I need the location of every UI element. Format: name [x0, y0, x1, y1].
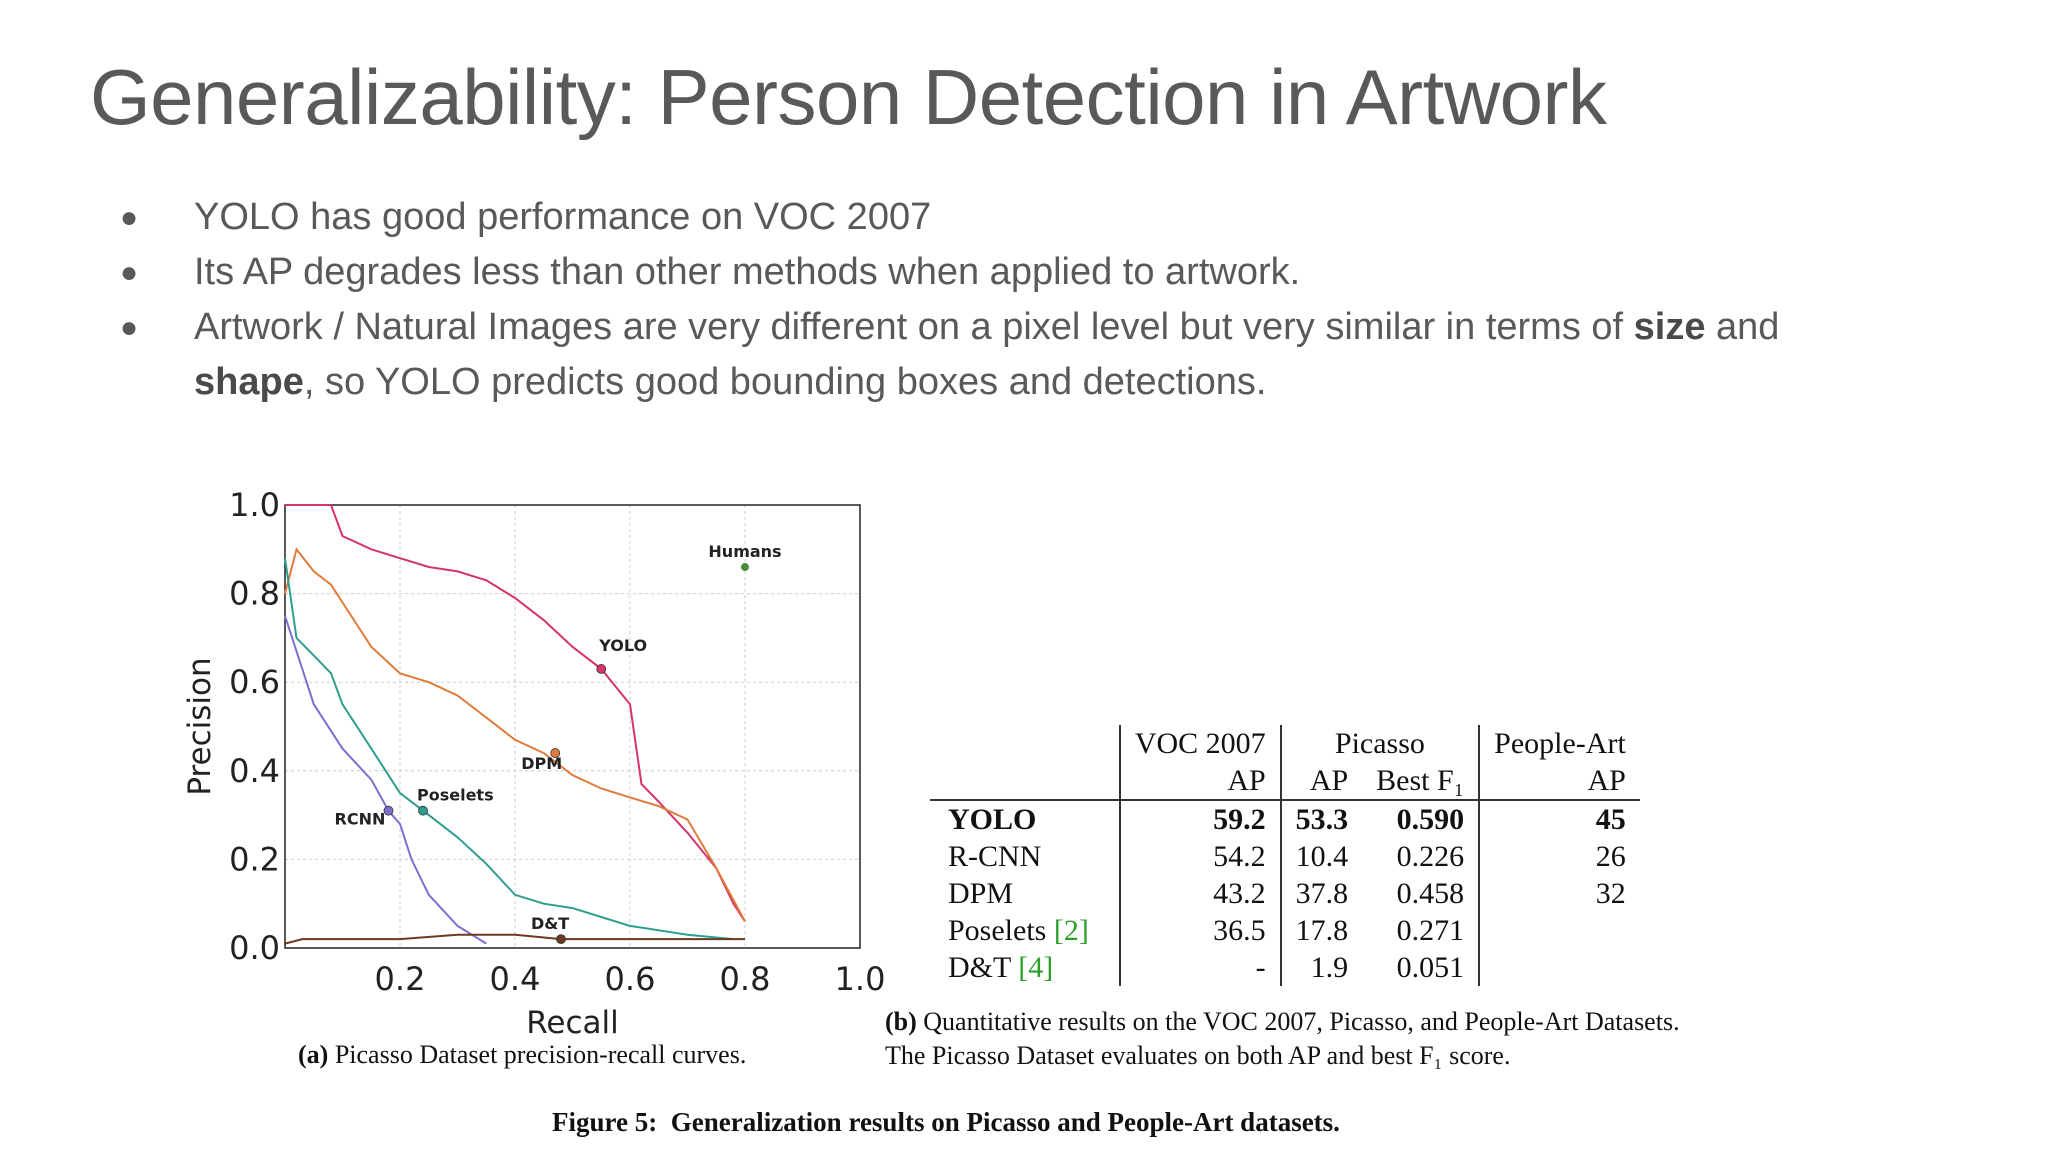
table-cell-method: DPM: [948, 877, 1014, 910]
table-row: Poselets [2] 36.5 17.8 0.271: [930, 912, 1640, 949]
caption-a: (a) Picasso Dataset precision-recall cur…: [298, 1040, 746, 1070]
bullet-text: YOLO has good performance on VOC 2007: [194, 196, 932, 238]
table-sub-header-row: AP AP Best F₁ AP: [930, 762, 1640, 801]
table-row: R-CNN 54.2 10.4 0.226 26: [930, 838, 1640, 875]
table-header-people-ap: AP: [1478, 762, 1640, 801]
bullet-text: Artwork / Natural Images are very differ…: [194, 306, 1634, 348]
table-cell: 10.4: [1279, 838, 1363, 875]
table-cell-method: YOLO: [948, 803, 1037, 836]
table-group-header-row: VOC 2007 Picasso People-Art: [930, 725, 1640, 762]
table-cell: 59.2: [1118, 800, 1281, 838]
citation-link[interactable]: [4]: [1018, 951, 1054, 984]
slide-title: Generalizability: Person Detection in Ar…: [90, 53, 1607, 141]
bullet-text: Its AP degrades less than other methods …: [194, 251, 1301, 293]
figure-label: Figure 5:: [552, 1107, 658, 1137]
table-header-picasso-ap: AP: [1279, 762, 1363, 801]
x-axis-label: Recall: [526, 1005, 619, 1041]
series-line: [285, 504, 746, 922]
table-cell: 26: [1478, 838, 1640, 875]
series-label: DPM: [521, 754, 562, 773]
table-cell: 45: [1478, 800, 1640, 838]
y-tick-label: 0.4: [229, 752, 280, 790]
series-label: YOLO: [598, 636, 647, 655]
table-cell: 0.590: [1396, 803, 1465, 836]
bullet-item: Artwork / Natural Images are very differ…: [110, 300, 1910, 410]
table-header-voc-ap: AP: [1118, 762, 1281, 801]
figure-caption: Figure 5: Generalization results on Pica…: [552, 1107, 1340, 1138]
table-row: YOLO 59.2 53.3 0.590 45: [930, 800, 1640, 838]
humans-label: Humans: [708, 542, 781, 561]
table-cell: [1478, 949, 1640, 986]
bullet-list: YOLO has good performance on VOC 2007 It…: [110, 190, 1910, 410]
figure-caption-text: Generalization results on Picasso and Pe…: [670, 1107, 1340, 1137]
x-tick-label: 0.2: [375, 960, 426, 998]
caption-b: (b) Quantitative results on the VOC 2007…: [885, 1005, 1680, 1073]
bold-term-size: size: [1633, 306, 1706, 348]
y-tick-label: 0.6: [229, 663, 280, 701]
table-header-picasso: Picasso: [1279, 725, 1480, 762]
series-line: [284, 558, 734, 941]
citation-link[interactable]: [2]: [1053, 914, 1089, 947]
bullet-text: and: [1705, 306, 1780, 348]
series-marker: [596, 664, 607, 674]
bullet-item: YOLO has good performance on VOC 2007: [110, 190, 1910, 245]
caption-b-line1: Quantitative results on the VOC 2007, Pi…: [923, 1007, 1680, 1036]
table-cell: 17.8: [1279, 912, 1363, 949]
table-cell: 0.226: [1396, 840, 1465, 873]
series-label: Poselets: [417, 786, 494, 805]
y-tick-label: 0.0: [229, 929, 280, 967]
y-tick-label: 1.0: [229, 486, 280, 524]
table-cell: 36.5: [1118, 912, 1281, 949]
bold-term-shape: shape: [194, 361, 304, 403]
bullet-text: , so YOLO predicts good bounding boxes a…: [303, 361, 1267, 403]
table-header-empty: [930, 725, 1120, 762]
table-header-empty: [930, 762, 1120, 801]
caption-b-label: (b): [885, 1007, 917, 1036]
series-label: D&T: [531, 914, 569, 933]
table-row: DPM 43.2 37.8 0.458 32: [930, 875, 1640, 912]
plot-frame: [284, 504, 861, 949]
x-tick-label: 0.4: [490, 960, 541, 998]
table-cell: 0.458: [1396, 877, 1465, 910]
pr-curve-chart: 0.2 0.4 0.6 0.8 1.0 0.0 0.2 0.4 0.6 0.8 1.0 Recall P…: [182, 486, 886, 1041]
table-cell: 37.8: [1279, 875, 1363, 912]
table-row: D&T [4] - 1.9 0.051: [930, 949, 1640, 986]
series-marker: [550, 748, 561, 758]
x-tick-label: 1.0: [835, 960, 886, 998]
bullet-item: Its AP degrades less than other methods …: [110, 245, 1910, 300]
table-cell: 0.271: [1396, 914, 1465, 947]
y-tick-label: 0.2: [229, 840, 280, 878]
table-cell: -: [1118, 949, 1281, 986]
results-table: VOC 2007 Picasso People-Art AP AP Best F…: [930, 725, 1640, 986]
series-marker: [418, 805, 428, 816]
table-cell-method: Poselets [2]: [948, 914, 1089, 947]
x-tick-label: 0.6: [605, 960, 656, 998]
y-tick-label: 0.8: [229, 575, 280, 613]
caption-a-label: (a): [298, 1040, 329, 1069]
table-cell: 1.9: [1279, 949, 1363, 986]
series-line: [284, 547, 746, 922]
series-marker: [383, 805, 394, 816]
y-axis-label: Precision: [182, 657, 218, 795]
plot-area: [285, 505, 860, 948]
caption-b-line2: The Picasso Dataset evaluates on both AP…: [885, 1041, 1511, 1070]
table-cell: [1478, 912, 1640, 949]
table-header-people-art: People-Art: [1478, 725, 1640, 762]
table-header-picasso-f1: Best F₁: [1362, 762, 1480, 801]
table-header-voc: VOC 2007: [1118, 725, 1281, 762]
series-line: [284, 933, 745, 945]
table-cell-method: R-CNN: [948, 840, 1042, 873]
series-marker: [556, 934, 566, 945]
table-cell: 43.2: [1118, 875, 1281, 912]
series-label: RCNN: [335, 810, 386, 829]
table-cell: 0.051: [1396, 951, 1465, 984]
x-tick-label: 0.8: [720, 960, 771, 998]
humans-point: [741, 563, 749, 572]
caption-a-text: Picasso Dataset precision-recall curves.: [334, 1040, 747, 1069]
table-cell: 32: [1478, 875, 1640, 912]
table-cell-method: D&T [4]: [948, 951, 1054, 984]
table-cell: 53.3: [1279, 800, 1363, 838]
table-cell: 54.2: [1118, 838, 1281, 875]
